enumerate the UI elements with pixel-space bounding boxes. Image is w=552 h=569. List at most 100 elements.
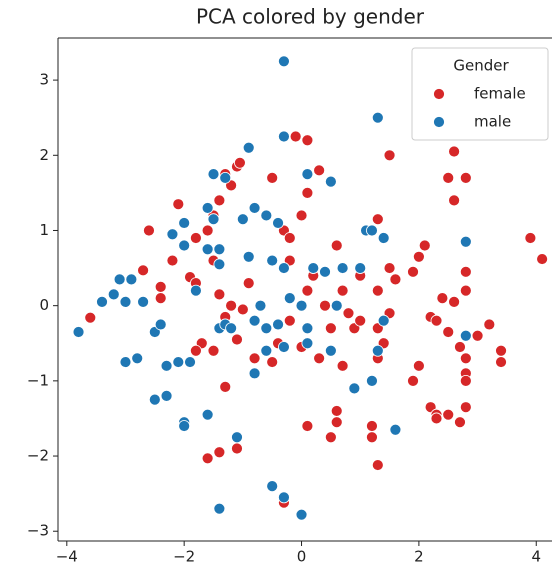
x-tick-label: −2 (173, 548, 195, 566)
point (354, 314, 367, 327)
point (301, 420, 314, 432)
point (160, 359, 173, 372)
y-tick-label: 2 (39, 146, 49, 164)
point (213, 258, 226, 271)
point (154, 292, 167, 305)
point (313, 352, 326, 365)
point (201, 224, 214, 237)
point (371, 344, 384, 357)
x-tick-label: 0 (297, 548, 307, 566)
point (278, 130, 290, 143)
y-tick-label: −3 (27, 522, 49, 540)
point (190, 344, 202, 357)
point (207, 168, 220, 180)
point (459, 171, 472, 184)
point (448, 194, 460, 207)
point (366, 431, 378, 444)
point (201, 408, 214, 421)
point (213, 194, 226, 207)
point (266, 171, 279, 184)
point (278, 262, 290, 274)
point (301, 168, 314, 180)
x-tick-label: 2 (414, 548, 424, 566)
point (231, 431, 243, 444)
point (248, 367, 261, 380)
point (278, 341, 290, 353)
point (430, 314, 443, 327)
point (172, 198, 185, 211)
y-tick-label: −2 (27, 447, 49, 465)
point (301, 337, 314, 350)
point (442, 171, 455, 184)
point (160, 389, 173, 402)
point (324, 431, 337, 444)
point (242, 250, 255, 263)
point (143, 224, 155, 237)
point (436, 292, 449, 305)
point (260, 209, 273, 222)
point (260, 344, 273, 357)
point (371, 284, 384, 297)
point (442, 408, 455, 421)
legend-box (411, 47, 549, 141)
point (254, 299, 267, 312)
point (178, 217, 191, 229)
point (536, 253, 549, 265)
point (278, 491, 290, 504)
point (377, 232, 390, 244)
point (272, 318, 284, 331)
point (324, 344, 337, 357)
point (178, 239, 191, 252)
point (154, 318, 167, 331)
point (234, 156, 246, 169)
point (459, 284, 472, 297)
point (454, 341, 466, 353)
point (336, 359, 349, 372)
point (354, 262, 367, 274)
point (289, 130, 302, 143)
point (330, 239, 343, 252)
point (231, 442, 243, 455)
point (236, 213, 249, 226)
point (459, 329, 472, 342)
point (137, 296, 149, 308)
point (459, 265, 472, 278)
point (184, 356, 196, 368)
point (348, 382, 361, 395)
point (96, 296, 108, 308)
point (166, 254, 179, 267)
legend-marker (433, 88, 445, 100)
point (283, 232, 296, 244)
point (301, 284, 314, 297)
point (336, 262, 349, 274)
point (72, 326, 85, 338)
point (213, 502, 226, 515)
legend-title: Gender (453, 57, 509, 75)
point (137, 264, 149, 277)
point (84, 311, 97, 324)
point (172, 356, 185, 368)
point (495, 356, 507, 368)
point (407, 374, 419, 387)
point (330, 405, 343, 417)
point (125, 273, 138, 286)
point (219, 380, 232, 393)
point (154, 280, 167, 293)
point (383, 149, 396, 162)
point (324, 175, 337, 188)
point (119, 356, 132, 368)
x-tick-label: 4 (531, 548, 541, 566)
point (324, 322, 337, 335)
point (371, 459, 384, 471)
point (260, 322, 273, 335)
point (190, 232, 202, 244)
point (242, 277, 255, 290)
point (201, 243, 214, 256)
point (295, 209, 308, 222)
point (272, 217, 284, 229)
point (377, 314, 390, 327)
point (190, 284, 202, 297)
point (524, 232, 537, 244)
point (119, 296, 132, 308)
point (366, 224, 378, 237)
